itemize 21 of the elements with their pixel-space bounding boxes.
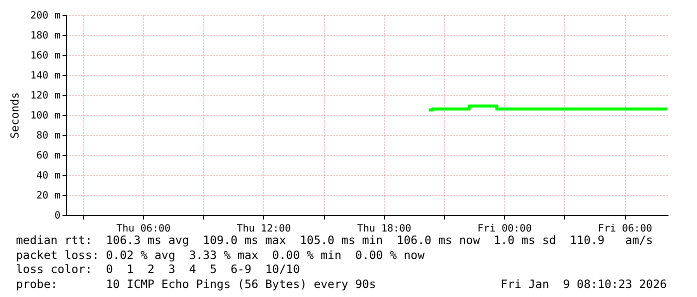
- y-tick-label: 180 m: [30, 30, 60, 42]
- x-tick-label: Thu 06:00: [116, 224, 171, 234]
- y-tick-label: 200 m: [30, 10, 60, 22]
- x-tick-label: Fri 00:00: [478, 224, 532, 234]
- y-tick-label: 80 m: [36, 130, 60, 142]
- text: packet loss: 0.02 % avg 3.33 % max 0.00 % min 0.00 % now: [16, 248, 426, 262]
- y-tick-label: 100 m: [30, 110, 60, 122]
- x-tick-label: Thu 12:00: [236, 224, 291, 234]
- y-axis-title: Seconds: [8, 92, 22, 139]
- x-tick-label: Thu 18:00: [357, 224, 412, 234]
- y-tick-label: 0: [54, 210, 60, 222]
- text: loss color: 0 1 2 3 4 5 6-9 10/10: [16, 262, 301, 276]
- text: median rtt: 106.3 ms avg 109.0 ms max 105.0 ms min 106.0 ms now 1.0 ms sd 110.9 am/s: [16, 233, 654, 248]
- y-tick-label: 60 m: [36, 150, 60, 162]
- text: probe: 10 ICMP Echo Pings (56 Bytes) every 90s Fri Jan 9 08:10:23 2026: [16, 276, 667, 291]
- y-tick-label: 20 m: [36, 190, 60, 202]
- y-tick-label: 40 m: [36, 170, 60, 182]
- y-tick-label: 140 m: [30, 70, 60, 82]
- y-tick-label: 120 m: [30, 90, 60, 102]
- y-tick-label: 160 m: [30, 50, 60, 62]
- x-tick-label: Fri 06:00: [598, 224, 652, 234]
